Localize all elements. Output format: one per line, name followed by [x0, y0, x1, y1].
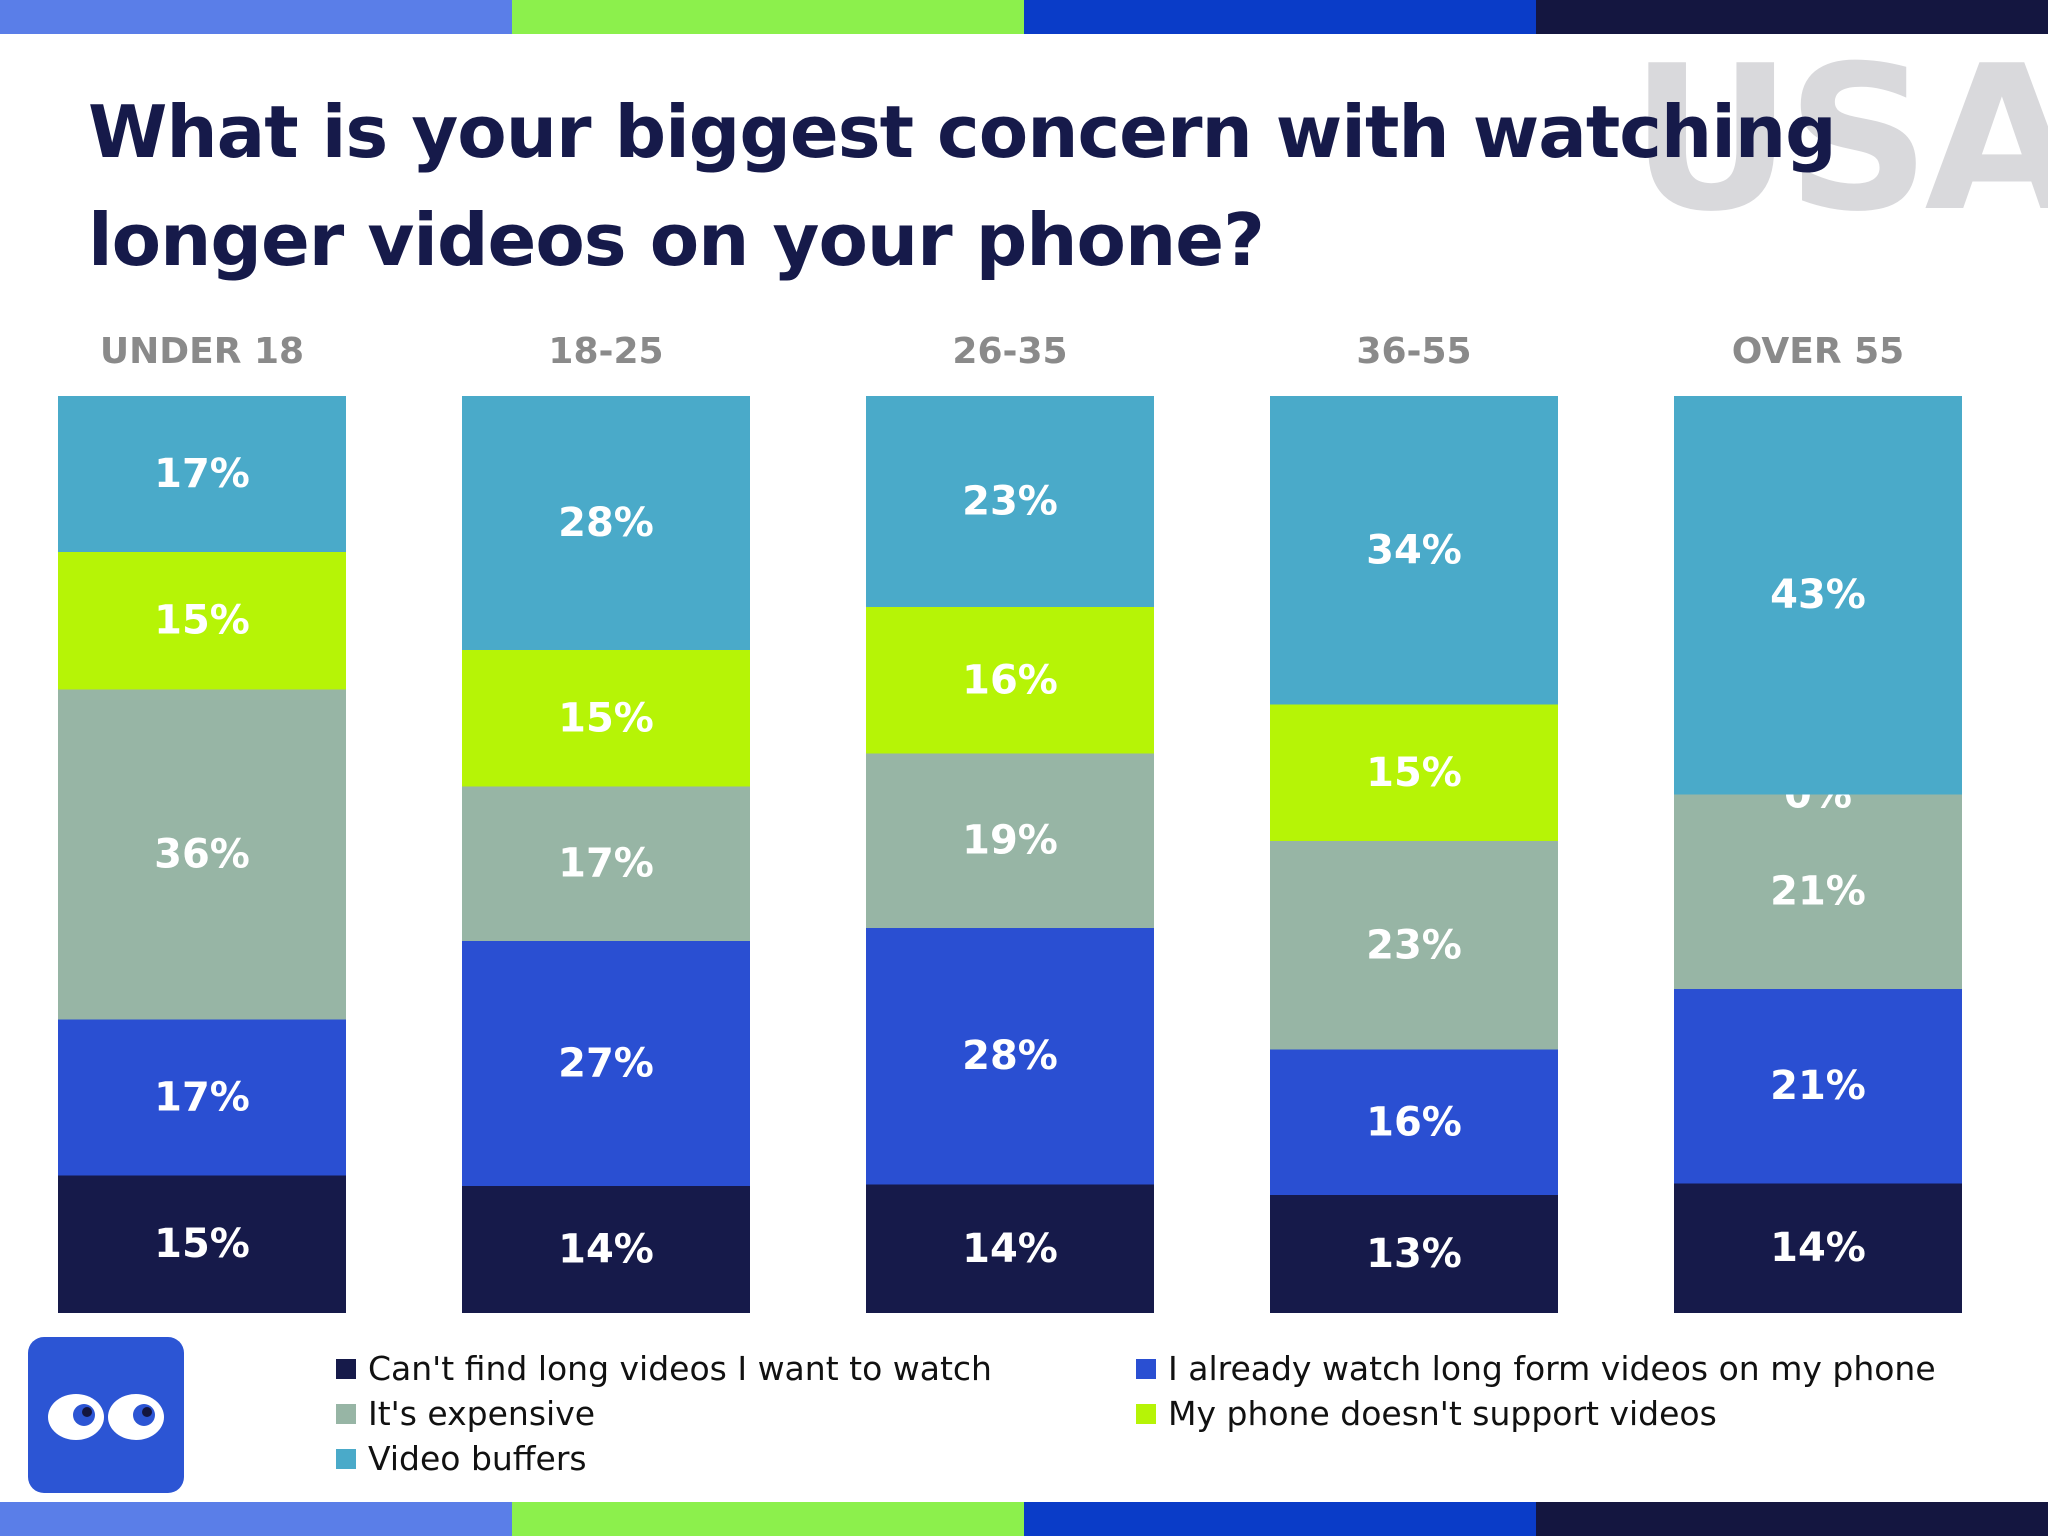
- eyes-logo-icon: [28, 1337, 184, 1493]
- bar-segment: [58, 551, 346, 690]
- data-label: 17%: [154, 451, 250, 497]
- category-label: 26-35: [952, 331, 1068, 372]
- legend-swatch: [1136, 1403, 1156, 1424]
- legend-label: My phone doesn't support videos: [1168, 1394, 1717, 1433]
- bar-segment: [1270, 1049, 1558, 1195]
- bar-segment: [1270, 396, 1558, 705]
- country-watermark: USA: [1630, 23, 2048, 256]
- bar-segment: [1674, 988, 1962, 1184]
- bar-segment: [462, 1185, 750, 1313]
- legend-swatch: [336, 1448, 356, 1469]
- data-label: 14%: [558, 1226, 654, 1272]
- bar-segment: [462, 786, 750, 941]
- bar-segment: [462, 650, 750, 787]
- data-label: 27%: [558, 1040, 654, 1086]
- bar-segment: [58, 689, 346, 1020]
- data-label: 21%: [1770, 869, 1866, 915]
- bar-segment: [1270, 1194, 1558, 1313]
- data-label: 43%: [1770, 572, 1866, 618]
- legend-item: It's expensive: [336, 1391, 1136, 1436]
- legend-item: I already watch long form videos on my p…: [1136, 1346, 1956, 1391]
- data-label: 16%: [1366, 1099, 1462, 1145]
- category-label: OVER 55: [1731, 331, 1905, 372]
- data-label: 19%: [962, 818, 1058, 864]
- bar-segment: [58, 1175, 346, 1313]
- data-label: 15%: [154, 1221, 250, 1267]
- bar-segment: [1674, 396, 1962, 795]
- chart-legend: Can't find long videos I want to watch I …: [336, 1346, 2016, 1486]
- category-label: UNDER 18: [99, 331, 305, 372]
- bar-segment: [866, 606, 1154, 754]
- stripe-segment-1: [0, 0, 512, 34]
- data-label: 17%: [154, 1075, 250, 1121]
- bottom-color-stripe: [0, 1502, 2048, 1536]
- logo: [26, 1335, 186, 1495]
- legend-swatch: [336, 1403, 356, 1424]
- stripe-segment-4: [1536, 0, 2048, 34]
- data-label: 15%: [154, 598, 250, 644]
- data-label: 15%: [1366, 750, 1462, 796]
- data-label: 15%: [558, 695, 654, 741]
- data-label: 34%: [1366, 527, 1462, 573]
- legend-swatch: [336, 1358, 356, 1379]
- legend-item: My phone doesn't support videos: [1136, 1391, 1956, 1436]
- bar-segment: [1674, 794, 1962, 989]
- legend-swatch: [1136, 1358, 1156, 1379]
- stripe-segment-2: [512, 0, 1024, 34]
- data-label: 28%: [558, 500, 654, 546]
- stripe-segment-2: [512, 1502, 1024, 1536]
- data-label: 0%: [1784, 771, 1852, 817]
- data-label: 14%: [1770, 1225, 1866, 1271]
- legend-label: I already watch long form videos on my p…: [1168, 1349, 1936, 1388]
- top-color-stripe: [0, 0, 2048, 34]
- bar-segment: [1270, 704, 1558, 841]
- data-label: 28%: [962, 1033, 1058, 1079]
- bar-segment: [1270, 840, 1558, 1050]
- legend-label: Video buffers: [368, 1439, 587, 1478]
- bar-segment: [1674, 1183, 1962, 1313]
- data-label: 36%: [154, 832, 250, 878]
- bar-segment: [58, 396, 346, 552]
- legend-item: Video buffers: [336, 1436, 1136, 1481]
- data-label: 17%: [558, 841, 654, 887]
- data-label: 21%: [1770, 1063, 1866, 1109]
- legend-label: Can't find long videos I want to watch: [368, 1349, 992, 1388]
- bar-segment: [866, 396, 1154, 607]
- bar-segment: [866, 753, 1154, 928]
- category-label: 18-25: [548, 331, 664, 372]
- bar-segment: [462, 396, 750, 651]
- data-label: 16%: [962, 657, 1058, 703]
- legend-label: It's expensive: [368, 1394, 596, 1433]
- bar-segment: [58, 1019, 346, 1176]
- data-label: 23%: [962, 478, 1058, 524]
- data-label: 13%: [1366, 1231, 1462, 1277]
- data-label: 23%: [1366, 922, 1462, 968]
- stripe-segment-3: [1024, 0, 1536, 34]
- stripe-segment-4: [1536, 1502, 2048, 1536]
- bar-segment: [866, 927, 1154, 1185]
- data-label: 14%: [962, 1226, 1058, 1272]
- bar-segment: [462, 940, 750, 1186]
- stripe-segment-1: [0, 1502, 512, 1536]
- chart-title: What is your biggest concern with watchi…: [88, 90, 1837, 282]
- bar-segment: [866, 1184, 1154, 1313]
- stripe-segment-3: [1024, 1502, 1536, 1536]
- legend-item: Can't find long videos I want to watch: [336, 1346, 1136, 1391]
- category-label: 36-55: [1356, 331, 1472, 372]
